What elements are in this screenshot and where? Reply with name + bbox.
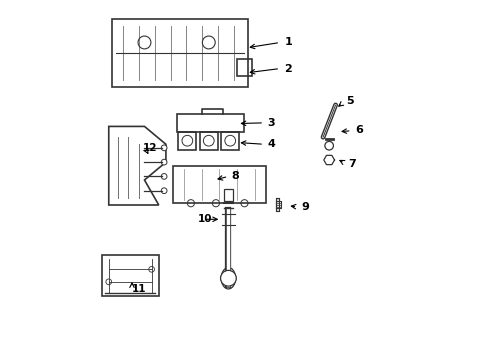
Text: 8: 8 xyxy=(231,171,239,181)
Text: 7: 7 xyxy=(347,159,355,169)
Circle shape xyxy=(220,270,236,286)
Circle shape xyxy=(161,159,166,165)
Text: 11: 11 xyxy=(132,284,146,294)
Circle shape xyxy=(161,145,166,151)
Text: 6: 6 xyxy=(354,125,363,135)
Polygon shape xyxy=(323,156,334,165)
Text: 1: 1 xyxy=(284,37,292,48)
Circle shape xyxy=(106,279,111,285)
Text: 4: 4 xyxy=(267,139,275,149)
Text: 5: 5 xyxy=(346,96,353,107)
Circle shape xyxy=(161,188,166,194)
Text: 10: 10 xyxy=(197,214,211,224)
Circle shape xyxy=(148,266,154,272)
Text: 12: 12 xyxy=(142,143,157,153)
Text: 3: 3 xyxy=(267,118,275,128)
Text: 2: 2 xyxy=(284,64,292,73)
Text: 9: 9 xyxy=(301,202,309,212)
Circle shape xyxy=(161,174,166,179)
